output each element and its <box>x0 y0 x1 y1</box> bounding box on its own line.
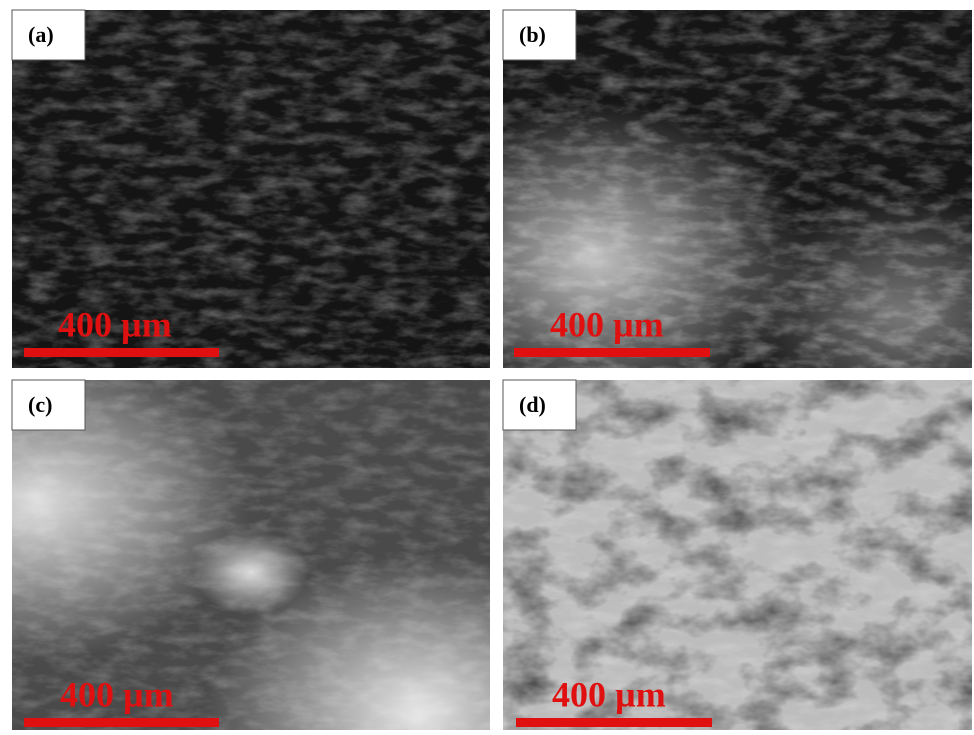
scale-label: 400 µm <box>550 304 664 344</box>
panel-b: (b) 400 µm <box>503 10 972 368</box>
panel-label: (c) <box>28 392 52 417</box>
scale-label: 400 µm <box>552 674 666 714</box>
scale-label: 400 µm <box>58 304 172 344</box>
panel-c: (c) 400 µm <box>12 380 490 730</box>
panel-label: (d) <box>519 392 546 417</box>
panel-d: (d) 400 µm <box>503 380 972 730</box>
scale-bar <box>514 348 710 357</box>
panel-label: (a) <box>28 22 54 47</box>
panel-label: (b) <box>519 22 546 47</box>
scale-bar <box>516 718 712 727</box>
figure: (a) 400 µm (b) 400 µm (c) 400 µm (d) 400… <box>0 0 974 735</box>
scale-label: 400 µm <box>60 674 174 714</box>
scale-bar <box>24 718 219 727</box>
panel-a: (a) 400 µm <box>12 10 490 368</box>
scale-bar <box>24 348 219 357</box>
